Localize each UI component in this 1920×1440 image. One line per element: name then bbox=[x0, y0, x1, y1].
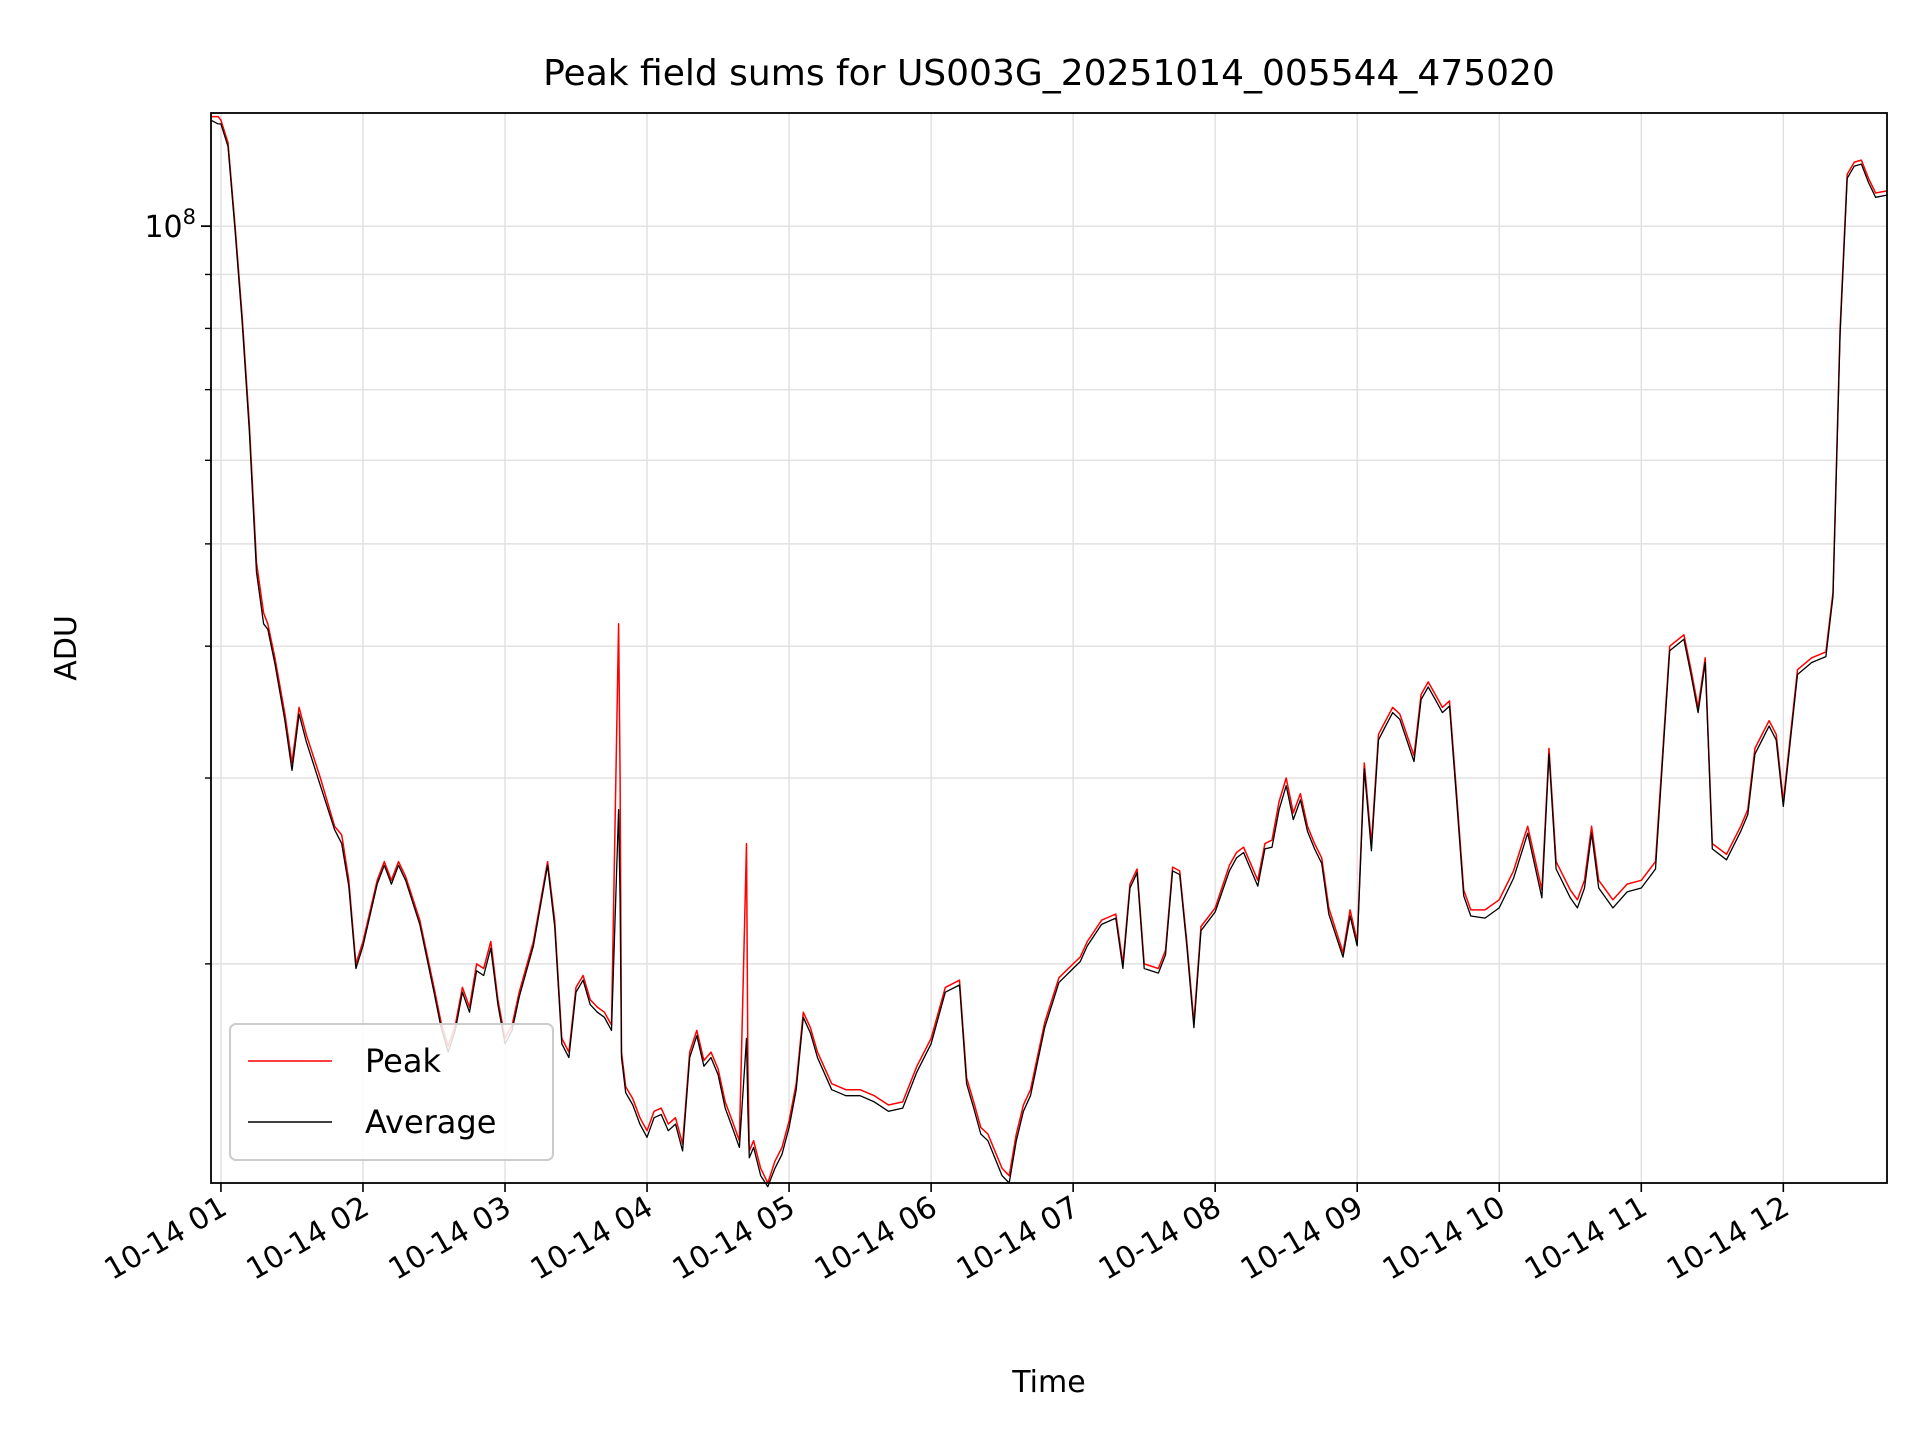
legend-label-average: Average bbox=[365, 1103, 496, 1141]
y-tick-label-base: 10 bbox=[144, 210, 182, 245]
y-axis: 108 bbox=[144, 205, 211, 965]
legend-box bbox=[229, 1023, 554, 1161]
x-axis-label: Time bbox=[1011, 1365, 1085, 1400]
plot-frame bbox=[210, 112, 1888, 1184]
y-tick-label-exponent: 8 bbox=[183, 205, 196, 229]
series-layer bbox=[210, 115, 1888, 1188]
y-tick-label: 108 bbox=[144, 205, 196, 245]
y-axis-label: ADU bbox=[49, 615, 84, 681]
series-line-peak bbox=[211, 115, 1888, 1184]
legend: Peak Average bbox=[229, 1023, 554, 1161]
chart-title: Peak field sums for US003G_20251014_0055… bbox=[543, 53, 1555, 94]
series-line-average bbox=[210, 119, 1888, 1188]
grid bbox=[211, 113, 1887, 1183]
legend-label-peak: Peak bbox=[365, 1042, 441, 1080]
